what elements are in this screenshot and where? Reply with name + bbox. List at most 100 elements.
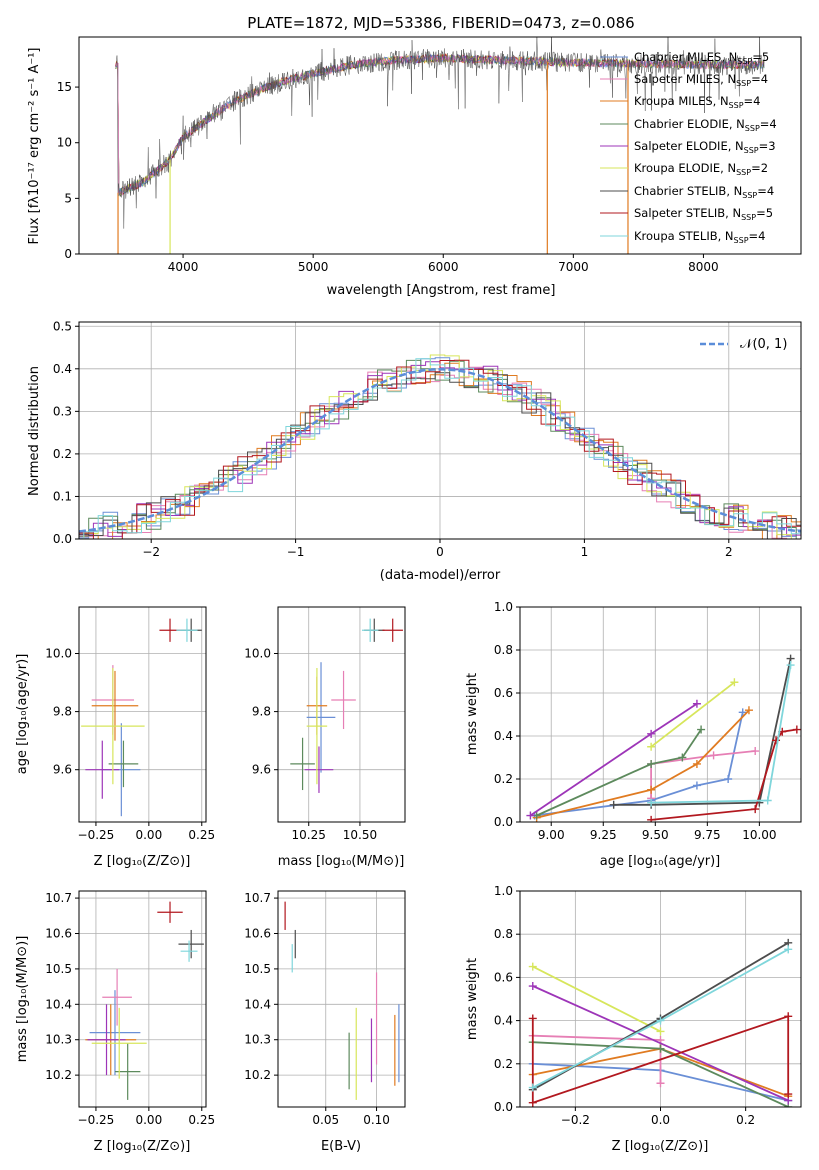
x-tick-label: 0 bbox=[436, 545, 444, 559]
mass-weight-marker bbox=[709, 751, 718, 760]
ticks: −0.2 0.0 0.2 0.0 0.2 0.4 0.6 0.8 1.0 bbox=[494, 884, 755, 1127]
legend-entry: Salpeter ELODIE, NSSP=3 bbox=[600, 139, 776, 155]
legend-label: Chabrier STELIB, NSSP=4 bbox=[634, 184, 774, 200]
y-tick-label: 10.4 bbox=[45, 997, 72, 1011]
spectrum-line bbox=[115, 53, 765, 196]
x-tick-label: 1 bbox=[581, 545, 589, 559]
y-tick-label: 9.8 bbox=[53, 705, 72, 719]
legend-label: Chabrier MILES, NSSP=5 bbox=[634, 50, 769, 66]
mw-z-ylabel: mass weight bbox=[465, 958, 480, 1040]
y-tick-label: 9.6 bbox=[252, 763, 271, 777]
x-tick-label: 8000 bbox=[688, 260, 719, 274]
y-tick-label: 0.4 bbox=[53, 362, 72, 376]
y-tick-label: 0.2 bbox=[494, 772, 513, 786]
y-tick-label: 5 bbox=[64, 191, 72, 205]
mass-weight-marker bbox=[784, 945, 793, 954]
y-tick-label: 10.6 bbox=[45, 926, 72, 940]
plot-area bbox=[85, 901, 204, 1100]
mass-weight-marker bbox=[692, 781, 701, 790]
mass-weight-marker bbox=[751, 805, 760, 814]
plot-area bbox=[79, 354, 801, 539]
mass-z-ylabel: mass [log₁₀(M/M⊙)] bbox=[15, 936, 30, 1063]
x-tick-label: 0.00 bbox=[135, 828, 162, 842]
age-vs-mass-panel: 10.25 10.50 9.6 9.8 10.0 bbox=[244, 606, 406, 842]
axes-frame bbox=[78, 36, 802, 255]
spectrum-line bbox=[115, 37, 765, 229]
y-tick-label: 10 bbox=[57, 136, 72, 150]
x-tick-label: 7000 bbox=[558, 260, 589, 274]
age-z-xlabel: Z [log₁₀(Z/Z⊙)] bbox=[94, 854, 191, 869]
y-tick-label: 9.6 bbox=[53, 763, 72, 777]
x-tick-label: −1 bbox=[287, 545, 305, 559]
histogram-legend: 𝒩(0, 1) bbox=[700, 337, 787, 352]
ticks: −0.25 0.00 0.25 10.2 10.3 10.4 10.5 10.6 10.7 bbox=[45, 891, 215, 1127]
x-tick-label: 9.25 bbox=[590, 828, 617, 842]
mass-weight-marker bbox=[784, 1012, 793, 1021]
legend-label: Kroupa MILES, NSSP=4 bbox=[634, 94, 761, 110]
x-tick-label: 9.75 bbox=[694, 828, 721, 842]
mw-age-xlabel: age [log₁₀(age/yr)] bbox=[600, 854, 721, 869]
x-tick-label: −0.2 bbox=[561, 1113, 590, 1127]
mass-weight-marker bbox=[647, 815, 656, 822]
y-tick-label: 0.0 bbox=[494, 1100, 513, 1114]
y-tick-label: 0.0 bbox=[53, 532, 72, 546]
mass-weight-marker bbox=[678, 753, 687, 762]
mass-weight-marker bbox=[784, 1090, 793, 1099]
x-tick-label: 0.25 bbox=[188, 1113, 215, 1127]
y-tick-label: 15 bbox=[57, 80, 72, 94]
x-tick-label: 2 bbox=[725, 545, 733, 559]
y-tick-label: 10.7 bbox=[244, 891, 271, 905]
legend-entry: Chabrier STELIB, NSSP=4 bbox=[600, 184, 774, 200]
y-tick-label: 0 bbox=[64, 247, 72, 261]
axes-frame bbox=[78, 606, 207, 823]
mass-weight-vs-metallicity-panel: −0.2 0.0 0.2 0.0 0.2 0.4 0.6 0.8 1.0 bbox=[494, 884, 802, 1127]
mass-weight-marker bbox=[738, 708, 747, 717]
spectrum-xlabel: wavelength [Angstrom, rest frame] bbox=[327, 283, 556, 298]
mass-weight-marker bbox=[792, 725, 801, 734]
y-tick-label: 0.6 bbox=[494, 686, 513, 700]
plot-area bbox=[290, 618, 403, 793]
y-tick-label: 0.4 bbox=[494, 1014, 513, 1028]
mass-vs-metallicity-panel: −0.25 0.00 0.25 10.2 10.3 10.4 10.5 10.6 10.7 bbox=[45, 890, 215, 1127]
x-tick-label: 5000 bbox=[298, 260, 329, 274]
plot-area bbox=[115, 37, 765, 254]
mass-weight-line bbox=[650, 681, 735, 748]
figure-title: PLATE=1872, MJD=53386, FIBERID=0473, z=0… bbox=[247, 14, 634, 32]
y-tick-label: 9.8 bbox=[252, 705, 271, 719]
axes-frame bbox=[277, 890, 406, 1108]
mass-weight-line bbox=[613, 658, 792, 806]
x-tick-label: 0.25 bbox=[188, 828, 215, 842]
ticks: 4000 5000 6000 7000 8000 0 5 10 15 bbox=[57, 80, 719, 274]
mass-weight-marker bbox=[751, 747, 760, 756]
x-tick-label: −0.25 bbox=[78, 828, 115, 842]
mass-weight-marker bbox=[528, 1083, 537, 1092]
y-tick-label: 10.2 bbox=[45, 1068, 72, 1082]
y-tick-label: 10.2 bbox=[244, 1068, 271, 1082]
y-tick-label: 0.2 bbox=[53, 447, 72, 461]
mass-weight-marker bbox=[656, 1044, 665, 1053]
histogram-series bbox=[83, 358, 801, 539]
legend-entry: Kroupa STELIB, NSSP=4 bbox=[600, 229, 766, 245]
y-tick-label: 10.5 bbox=[244, 962, 271, 976]
mass-weight-line bbox=[536, 729, 702, 817]
mass-weight-marker bbox=[528, 982, 537, 991]
mass-weight-marker bbox=[526, 811, 535, 820]
x-tick-label: 6000 bbox=[428, 260, 459, 274]
x-tick-label: 10.25 bbox=[292, 828, 326, 842]
y-tick-label: 10.6 bbox=[244, 926, 271, 940]
y-tick-label: 10.5 bbox=[45, 962, 72, 976]
mass-weight-line bbox=[532, 985, 789, 1102]
y-tick-label: 0.1 bbox=[53, 489, 72, 503]
spectrum-ylabel: Flux [fλ10⁻¹⁷ erg cm⁻² s⁻¹ A⁻¹] bbox=[27, 48, 42, 245]
ticks: −0.25 0.00 0.25 9.6 9.8 10.0 bbox=[45, 646, 215, 842]
x-tick-label: 0.0 bbox=[651, 1113, 670, 1127]
plot-area bbox=[526, 654, 801, 822]
y-tick-label: 10.7 bbox=[45, 891, 72, 905]
y-tick-label: 0.2 bbox=[494, 1057, 513, 1071]
y-tick-label: 0.4 bbox=[494, 729, 513, 743]
mass-weight-marker bbox=[647, 729, 656, 738]
mass-weight-marker bbox=[763, 796, 772, 805]
y-tick-label: 0.6 bbox=[494, 970, 513, 984]
axes-frame bbox=[78, 890, 207, 1108]
